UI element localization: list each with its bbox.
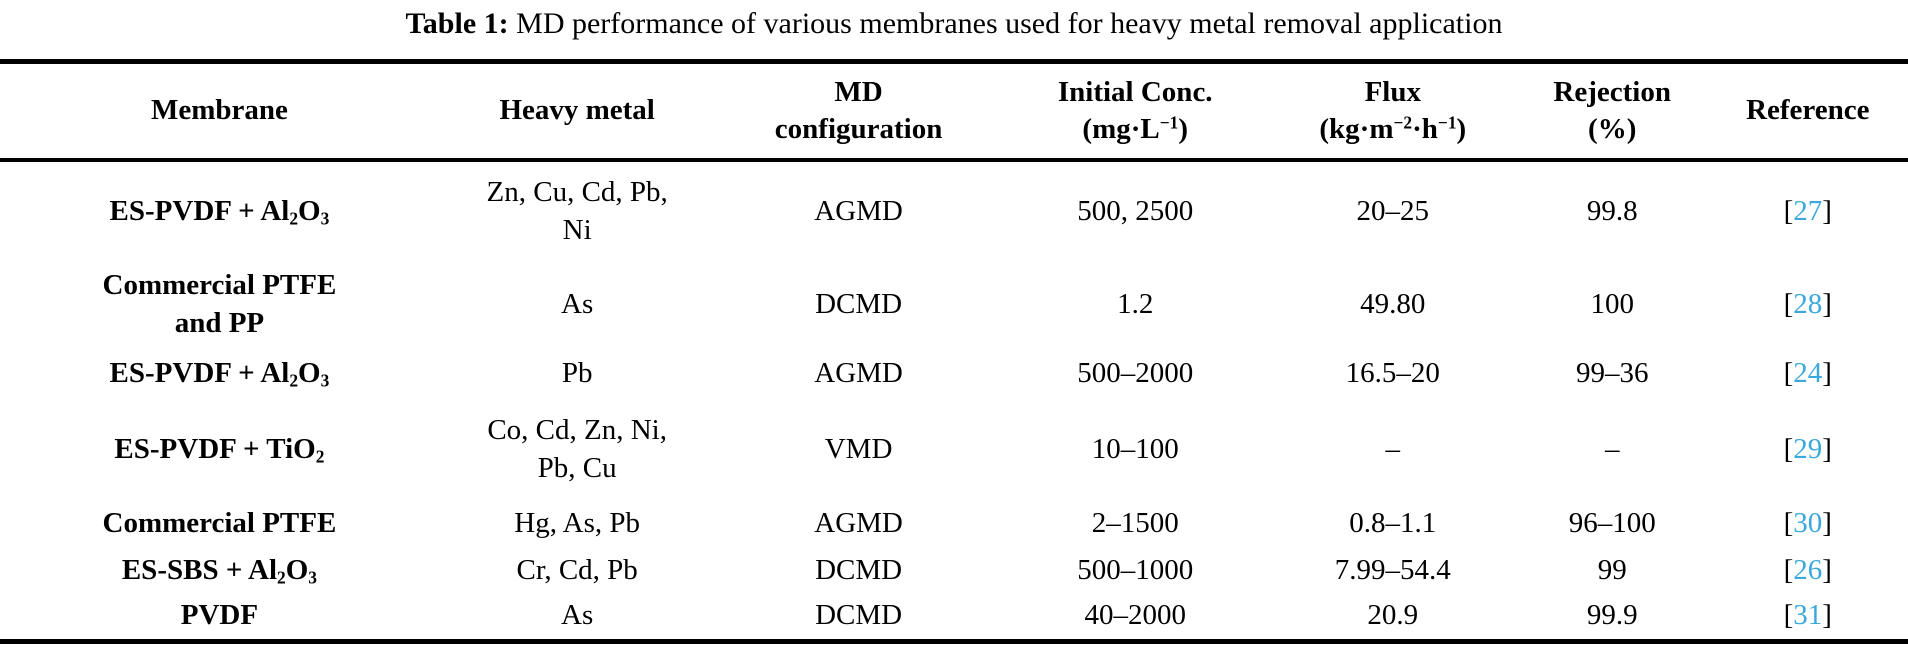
cell-rejection: 99.9 bbox=[1586, 599, 1638, 632]
cell-rejection: 99–36 bbox=[1575, 357, 1649, 390]
cell-md-configuration: VMD bbox=[824, 432, 893, 465]
cell-flux: 0.8–1.1 bbox=[1349, 506, 1437, 539]
table-row: ES-PVDF + Al2O3 Pb AGMD 500–2000 16.5–20… bbox=[0, 349, 1908, 399]
bracket-open: [ bbox=[1783, 288, 1794, 321]
column-header-reference: Reference bbox=[1707, 61, 1908, 162]
cell-reference: [30] bbox=[1708, 500, 1908, 547]
cell-membrane: Commercial PTFE and PP bbox=[102, 269, 337, 339]
table-body: ES-PVDF + Al2O3 Zn, Cu, Cd, Pb, Ni AGMD 5… bbox=[0, 160, 1908, 641]
citation-link[interactable]: 24 bbox=[1793, 357, 1823, 390]
bracket-close: ] bbox=[1822, 194, 1832, 227]
bracket-close: ] bbox=[1822, 357, 1832, 390]
cell-initial-conc: 500, 2500 bbox=[1077, 194, 1194, 227]
cell-rejection: – bbox=[1604, 432, 1620, 465]
cell-rejection: 96–100 bbox=[1568, 506, 1656, 539]
cell-reference: [29] bbox=[1708, 399, 1908, 500]
table-row: Commercial PTFE and PP As DCMD 1.2 49.80 … bbox=[0, 261, 1908, 349]
cell-membrane: ES-PVDF + TiO2 bbox=[114, 432, 325, 466]
cell-reference: [28] bbox=[1708, 261, 1908, 349]
cell-rejection: 100 bbox=[1590, 288, 1634, 321]
cell-initial-conc: 1.2 bbox=[1117, 288, 1154, 321]
cell-heavy-metal: Hg, As, Pb bbox=[514, 506, 640, 539]
cell-membrane: Commercial PTFE bbox=[102, 506, 337, 539]
cell-reference: [24] bbox=[1708, 349, 1908, 399]
cell-initial-conc: 500–1000 bbox=[1077, 553, 1194, 586]
cell-md-configuration: AGMD bbox=[814, 357, 903, 390]
cell-membrane: ES-PVDF + Al2O3 bbox=[109, 357, 330, 391]
cell-rejection: 99.8 bbox=[1586, 194, 1638, 227]
table-row: ES-SBS + Al2O3 Cr, Cd, Pb DCMD 500–1000 … bbox=[0, 547, 1908, 594]
citation-link[interactable]: 29 bbox=[1793, 432, 1823, 465]
table-header: Membrane Heavy metal MD configuration Ini… bbox=[0, 61, 1908, 162]
bracket-close: ] bbox=[1822, 288, 1832, 321]
cell-initial-conc: 40–2000 bbox=[1084, 599, 1186, 632]
cell-membrane: ES-SBS + Al2O3 bbox=[121, 553, 317, 587]
cell-md-configuration: DCMD bbox=[815, 288, 903, 321]
table-row: PVDF As DCMD 40–2000 20.9 99.9 [31] bbox=[0, 594, 1908, 641]
bracket-open: [ bbox=[1783, 432, 1794, 465]
cell-heavy-metal: As bbox=[561, 599, 594, 632]
cell-membrane: PVDF bbox=[180, 599, 259, 632]
bracket-open: [ bbox=[1783, 599, 1794, 632]
bracket-close: ] bbox=[1822, 506, 1832, 539]
cell-reference: [26] bbox=[1708, 547, 1908, 594]
cell-reference: [27] bbox=[1708, 160, 1908, 261]
citation-link[interactable]: 27 bbox=[1793, 194, 1823, 227]
cell-initial-conc: 500–2000 bbox=[1077, 357, 1194, 390]
cell-heavy-metal: As bbox=[561, 288, 594, 321]
citation-link[interactable]: 30 bbox=[1793, 506, 1823, 539]
header-row: Membrane Heavy metal MD configuration Ini… bbox=[0, 61, 1908, 162]
cell-flux: – bbox=[1385, 432, 1401, 465]
column-header-heavy-metal: Heavy metal bbox=[438, 61, 716, 162]
cell-flux: 49.80 bbox=[1360, 288, 1426, 321]
cell-md-configuration: DCMD bbox=[815, 553, 903, 586]
bracket-open: [ bbox=[1783, 194, 1794, 227]
table-caption-text: MD performance of various membranes used… bbox=[508, 7, 1503, 40]
cell-initial-conc: 2–1500 bbox=[1091, 506, 1179, 539]
cell-reference: [31] bbox=[1708, 594, 1908, 641]
column-header-md-configuration: MD configuration bbox=[715, 61, 1002, 162]
table-caption: Table 1: MD performance of various membr… bbox=[0, 0, 1908, 42]
bracket-close: ] bbox=[1822, 599, 1832, 632]
bracket-close: ] bbox=[1822, 553, 1832, 586]
cell-flux: 16.5–20 bbox=[1345, 357, 1440, 390]
cell-md-configuration: AGMD bbox=[814, 506, 903, 539]
bracket-open: [ bbox=[1783, 357, 1794, 390]
column-header-initial-conc: Initial Conc. (mg·L−1) bbox=[1001, 61, 1269, 162]
cell-md-configuration: AGMD bbox=[814, 194, 903, 227]
cell-heavy-metal: Co, Cd, Zn, Ni, Pb, Cu bbox=[487, 413, 667, 484]
cell-heavy-metal: Cr, Cd, Pb bbox=[516, 553, 638, 586]
column-header-flux: Flux (kg·m−2·h−1) bbox=[1268, 61, 1517, 162]
table-row: ES-PVDF + Al2O3 Zn, Cu, Cd, Pb, Ni AGMD 5… bbox=[0, 160, 1908, 261]
cell-flux: 20.9 bbox=[1367, 599, 1419, 632]
data-table: Membrane Heavy metal MD configuration Ini… bbox=[0, 58, 1908, 644]
cell-initial-conc: 10–100 bbox=[1091, 432, 1179, 465]
citation-link[interactable]: 28 bbox=[1793, 288, 1823, 321]
bracket-open: [ bbox=[1783, 553, 1794, 586]
cell-heavy-metal: Pb bbox=[561, 357, 593, 390]
citation-link[interactable]: 26 bbox=[1793, 553, 1823, 586]
bracket-open: [ bbox=[1783, 506, 1794, 539]
column-header-rejection: Rejection (%) bbox=[1516, 61, 1708, 162]
cell-rejection: 99 bbox=[1597, 553, 1627, 586]
bracket-close: ] bbox=[1822, 432, 1832, 465]
cell-flux: 20–25 bbox=[1356, 194, 1430, 227]
cell-heavy-metal: Zn, Cu, Cd, Pb, Ni bbox=[486, 175, 668, 246]
citation-link[interactable]: 31 bbox=[1793, 599, 1823, 632]
cell-flux: 7.99–54.4 bbox=[1334, 553, 1451, 586]
cell-md-configuration: DCMD bbox=[815, 599, 903, 632]
cell-membrane: ES-PVDF + Al2O3 bbox=[109, 194, 330, 228]
column-header-membrane: Membrane bbox=[0, 61, 439, 162]
table-row: ES-PVDF + TiO2 Co, Cd, Zn, Ni, Pb, Cu VMD… bbox=[0, 399, 1908, 500]
table-caption-label: Table 1: bbox=[405, 7, 509, 40]
table-row: Commercial PTFE Hg, As, Pb AGMD 2–1500 0… bbox=[0, 500, 1908, 547]
